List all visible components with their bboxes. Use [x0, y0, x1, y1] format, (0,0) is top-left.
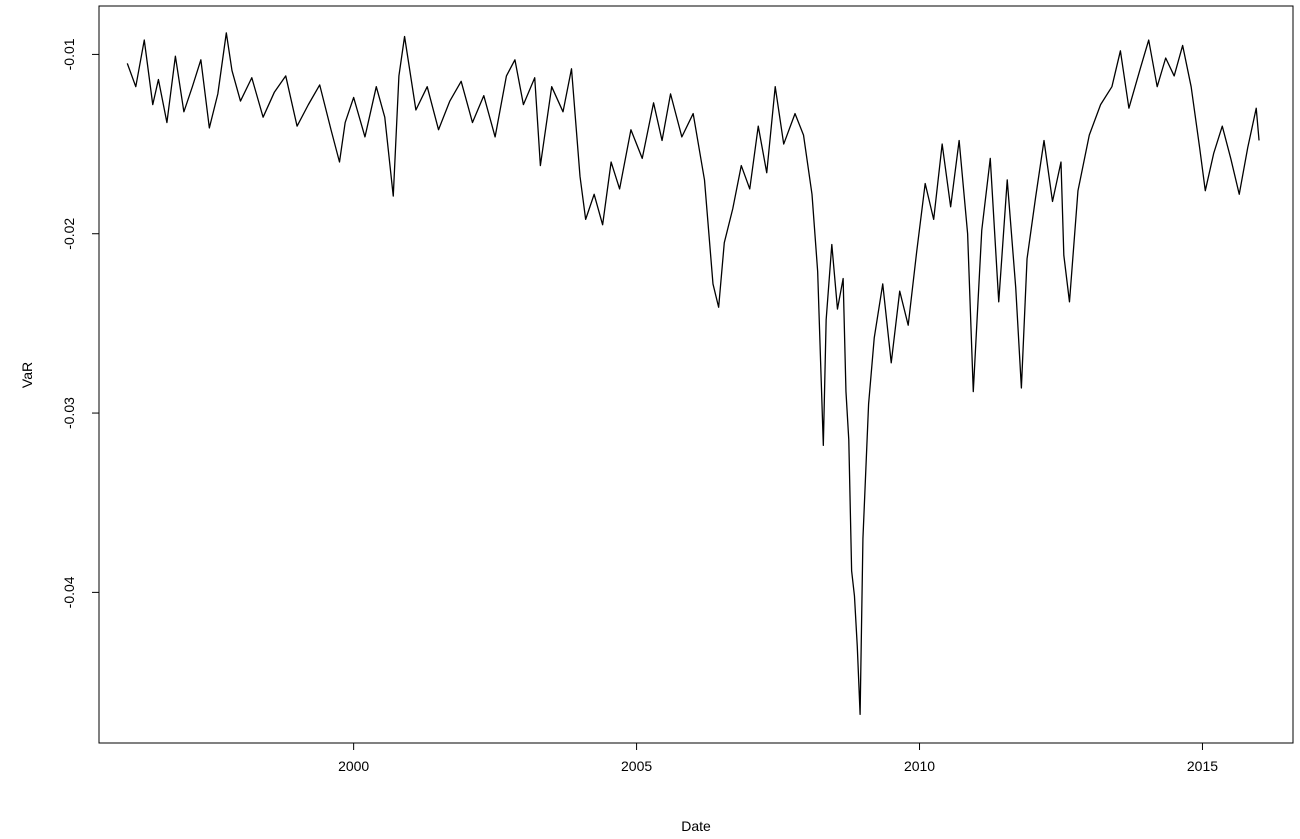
x-tick-label: 2010 [904, 758, 935, 774]
x-tick-label: 2005 [621, 758, 652, 774]
plot-frame [98, 5, 1294, 744]
y-tick-label: -0.01 [61, 38, 77, 70]
y-tick-label: -0.03 [61, 397, 77, 429]
plot-layer [126, 32, 1260, 715]
x-axis: 2000 2005 2010 2015 [338, 743, 1218, 774]
x-tick-label: 2015 [1187, 758, 1218, 774]
series-line-0 [126, 32, 1260, 715]
y-axis: -0.04 -0.03 -0.02 -0.01 [61, 38, 99, 608]
y-tick-label: -0.02 [61, 218, 77, 250]
x-tick-label: 2000 [338, 758, 369, 774]
y-axis-label: VaR [19, 362, 35, 388]
y-tick-label: -0.04 [61, 576, 77, 608]
x-axis-label: Date [681, 818, 711, 834]
